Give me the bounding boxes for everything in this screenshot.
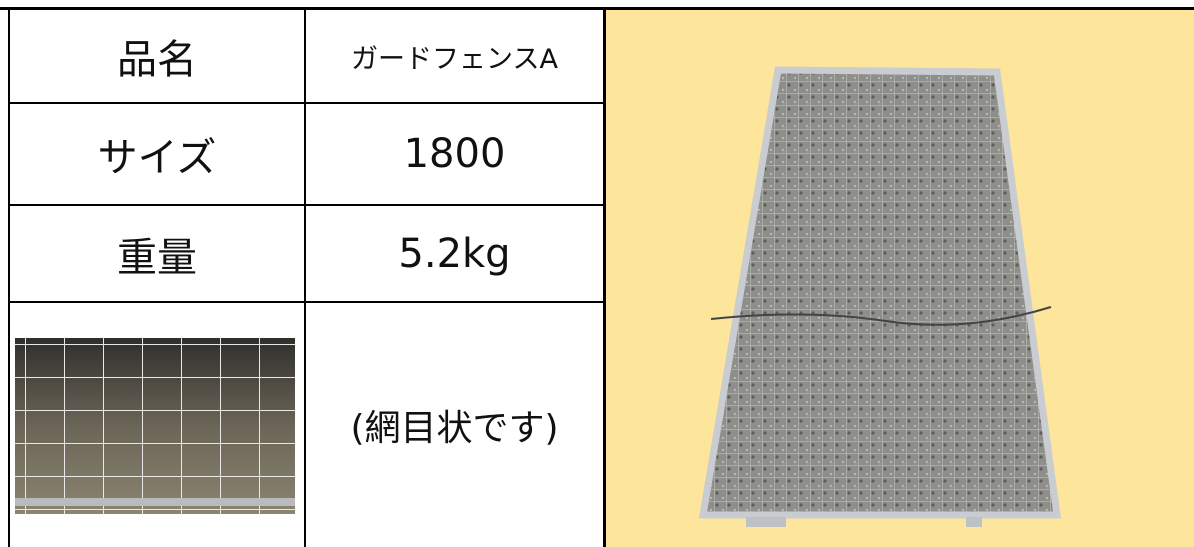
label-cell: 品名 bbox=[117, 37, 197, 83]
label-cell: 重量 bbox=[117, 234, 197, 281]
border bbox=[0, 7, 1194, 10]
fence-photo bbox=[698, 66, 1062, 527]
mesh-photo bbox=[15, 338, 295, 514]
border bbox=[8, 102, 605, 104]
border bbox=[8, 7, 10, 547]
border bbox=[8, 301, 605, 303]
border bbox=[8, 204, 605, 206]
value-cell: 1800 bbox=[403, 131, 506, 177]
label-cell: サイズ bbox=[97, 135, 217, 181]
border bbox=[304, 7, 306, 547]
value-cell: ガードフェンスA bbox=[351, 43, 558, 75]
value-cell: (網目状です) bbox=[350, 408, 559, 449]
value-cell: 5.2kg bbox=[398, 230, 511, 277]
fence-panel bbox=[698, 66, 1062, 519]
border bbox=[603, 7, 606, 547]
